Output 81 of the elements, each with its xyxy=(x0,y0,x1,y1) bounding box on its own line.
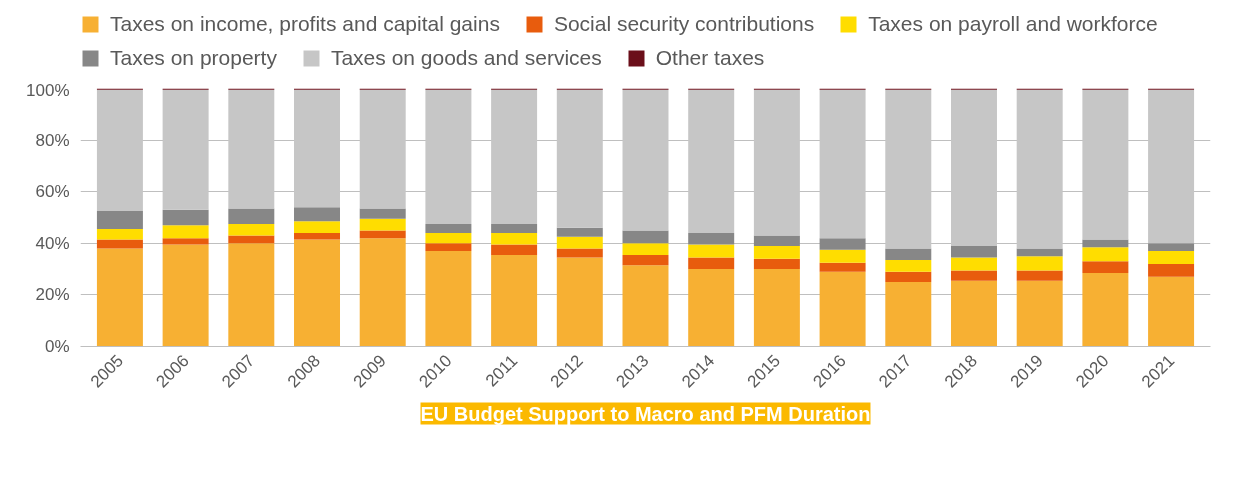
bar xyxy=(294,207,341,222)
bar xyxy=(556,227,603,237)
bar xyxy=(885,282,932,347)
bar xyxy=(819,249,866,263)
bar xyxy=(819,262,866,272)
bar xyxy=(885,260,932,272)
bar xyxy=(753,269,800,347)
bar xyxy=(425,243,472,252)
legend-label: Taxes on property xyxy=(110,46,277,70)
bar xyxy=(885,248,932,261)
bar xyxy=(1148,276,1195,347)
bar xyxy=(1016,270,1063,281)
bar xyxy=(688,269,735,347)
bar xyxy=(950,257,997,271)
bar xyxy=(753,258,800,270)
bar xyxy=(556,248,603,258)
bar xyxy=(622,230,669,244)
bar xyxy=(162,244,209,347)
y-tick-label: 40% xyxy=(35,233,70,253)
bar xyxy=(294,239,341,347)
legend-label: Taxes on goods and services xyxy=(330,46,602,70)
bar xyxy=(359,208,406,219)
bar xyxy=(1082,261,1129,273)
bar xyxy=(753,235,800,246)
bar xyxy=(162,225,209,239)
bar xyxy=(228,243,275,347)
bar xyxy=(359,238,406,347)
bar xyxy=(96,248,143,347)
bar xyxy=(950,245,997,258)
y-tick-label: 20% xyxy=(35,285,70,305)
bar xyxy=(96,239,143,249)
bar xyxy=(753,245,800,259)
bar xyxy=(425,251,472,347)
legend-label: Taxes on income, profits and capital gains xyxy=(110,12,500,36)
bar xyxy=(359,218,406,231)
legend-label: Other taxes xyxy=(655,46,765,70)
bar xyxy=(228,208,275,224)
bar xyxy=(1082,239,1129,248)
bar xyxy=(819,238,866,250)
bar xyxy=(162,238,209,245)
bar xyxy=(491,254,538,347)
bar xyxy=(294,221,341,233)
bar xyxy=(688,257,735,270)
bar xyxy=(1016,256,1063,271)
bar xyxy=(359,230,406,239)
bar xyxy=(1082,247,1129,262)
bar xyxy=(294,232,341,240)
bar xyxy=(1148,251,1195,264)
legend-label: Taxes on payroll and workforce xyxy=(868,12,1158,36)
bar xyxy=(688,244,735,258)
bar xyxy=(1148,243,1195,252)
bar xyxy=(162,209,209,226)
bar xyxy=(491,223,538,233)
y-tick-label: 0% xyxy=(44,337,70,356)
bar xyxy=(1016,280,1063,347)
bar xyxy=(885,271,932,282)
bar xyxy=(1148,263,1195,277)
bar xyxy=(819,271,866,347)
bar xyxy=(96,211,143,230)
bar xyxy=(622,243,669,255)
bar xyxy=(491,232,538,245)
bar xyxy=(622,265,669,347)
bar xyxy=(425,232,472,244)
y-tick-label: 100% xyxy=(26,80,70,100)
bar xyxy=(950,270,997,281)
bar xyxy=(425,223,472,233)
y-tick-label: 60% xyxy=(35,182,70,202)
bar xyxy=(556,257,603,347)
bar xyxy=(491,244,538,255)
bar xyxy=(228,235,275,244)
bar xyxy=(556,236,603,249)
bar xyxy=(228,223,275,236)
bar xyxy=(96,229,143,240)
bar xyxy=(1016,248,1063,257)
bar xyxy=(1082,272,1129,347)
y-tick-label: 80% xyxy=(35,130,70,150)
bar xyxy=(622,254,669,266)
legend-label: Social security contributions xyxy=(553,12,815,36)
bar xyxy=(950,280,997,347)
bar xyxy=(688,232,735,245)
text: EU Budget Support to Macro and PFM Duration xyxy=(420,402,871,425)
